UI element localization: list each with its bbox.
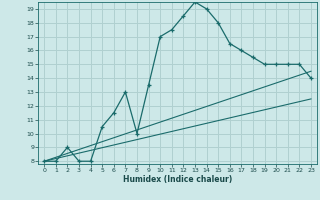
X-axis label: Humidex (Indice chaleur): Humidex (Indice chaleur) (123, 175, 232, 184)
